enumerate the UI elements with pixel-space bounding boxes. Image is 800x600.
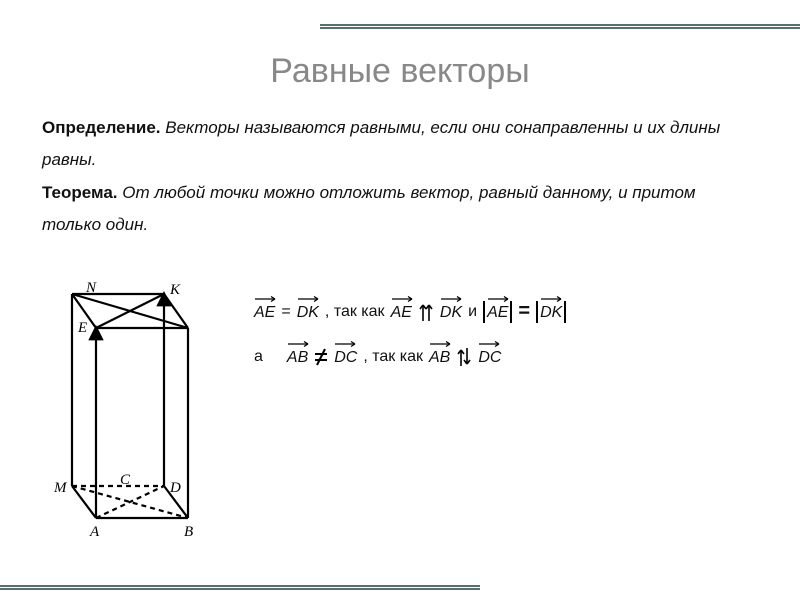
label-A: A bbox=[89, 524, 100, 540]
math-area: AE = DK , так как AE DK и AE = bbox=[254, 300, 758, 391]
label-D: D bbox=[169, 480, 181, 496]
top-rule bbox=[320, 24, 800, 29]
antidirectional-icon bbox=[456, 347, 472, 367]
because-1: , так как bbox=[325, 303, 385, 321]
theorem-text: От любой точки можно отложить вектор, ра… bbox=[42, 183, 696, 234]
theorem-label: Теорема. bbox=[42, 183, 118, 202]
bottom-rule bbox=[0, 585, 480, 590]
equation-2: а AB DC , так как AB DC bbox=[254, 347, 758, 367]
equals-sign: = bbox=[281, 303, 290, 321]
vector-AB-2: AB bbox=[429, 347, 450, 367]
but-word: а bbox=[254, 348, 263, 366]
definition-label: Определение. bbox=[42, 118, 161, 137]
equation-1: AE = DK , так как AE DK и AE = bbox=[254, 300, 758, 323]
label-C: C bbox=[120, 472, 131, 488]
vector-DK-2: DK bbox=[440, 302, 462, 322]
vector-DK: DK bbox=[297, 302, 319, 322]
abs-AE: AE bbox=[483, 301, 512, 323]
body-text: Определение. Векторы называются равными,… bbox=[42, 112, 758, 241]
vector-AB: AB bbox=[287, 347, 308, 367]
page-title: Равные векторы bbox=[0, 52, 800, 91]
vector-DC-2: DC bbox=[478, 347, 501, 367]
abs-DK: DK bbox=[536, 301, 566, 323]
and-word: и bbox=[468, 303, 477, 321]
vector-AE: AE bbox=[254, 302, 275, 322]
label-E: E bbox=[77, 320, 87, 336]
codirectional-icon bbox=[418, 302, 434, 322]
label-B: B bbox=[184, 524, 193, 540]
vector-DC: DC bbox=[334, 347, 357, 367]
equals-bold: = bbox=[518, 300, 530, 323]
because-2: , так как bbox=[363, 348, 423, 366]
not-equal-icon bbox=[314, 348, 328, 366]
label-M: M bbox=[53, 480, 68, 496]
vector-AE-2: AE bbox=[391, 302, 412, 322]
label-K: K bbox=[169, 282, 181, 298]
prism-diagram: A B C D E M N K bbox=[42, 280, 242, 560]
label-N: N bbox=[85, 280, 97, 296]
